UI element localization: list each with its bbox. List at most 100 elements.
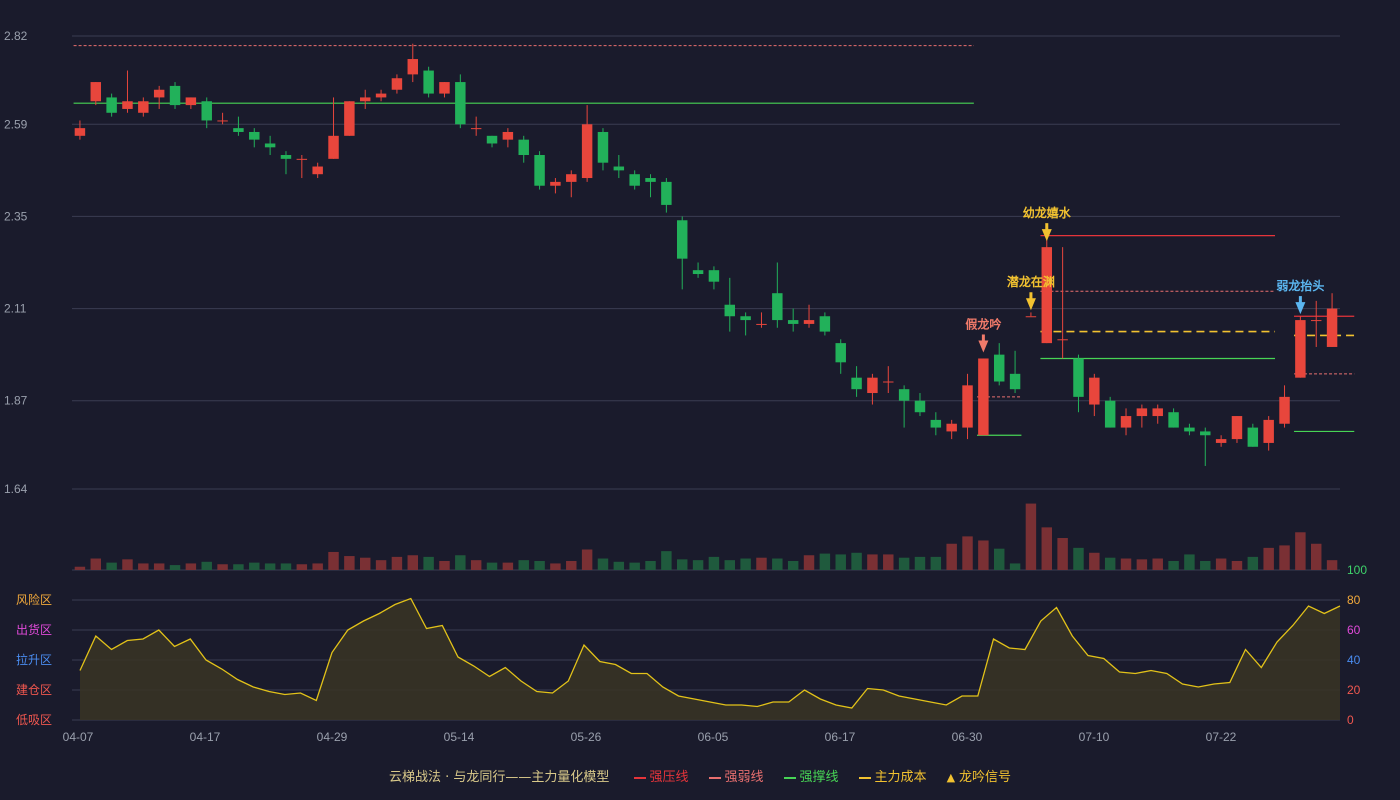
volume-bar	[1009, 563, 1021, 570]
candle-body	[249, 131, 260, 140]
volume-bar	[407, 555, 419, 570]
signal-label: 潜龙在渊	[1007, 274, 1055, 289]
legend-item[interactable]: 强弱线	[708, 766, 764, 785]
volume-bar	[90, 558, 102, 570]
candle-body	[835, 343, 846, 363]
candle-body	[819, 316, 831, 332]
price-tick-label: 2.82	[4, 29, 28, 43]
signal-arrow-stem	[1029, 292, 1033, 300]
candle-body	[898, 389, 910, 401]
candle-body	[122, 101, 133, 109]
candle-body	[883, 381, 894, 383]
volume-bar	[597, 558, 609, 570]
candle-body	[423, 70, 434, 94]
volume-bar	[233, 564, 244, 570]
candle-body	[1025, 316, 1037, 318]
candle-body	[946, 423, 957, 432]
candle-body	[550, 181, 561, 186]
zone-label: 建仓区	[16, 683, 52, 697]
date-tick-label: 06-05	[698, 730, 729, 744]
volume-bar	[312, 563, 323, 570]
volume-bar	[819, 553, 831, 570]
candle-body	[486, 135, 498, 144]
oscillator-tick-label: 0	[1347, 713, 1354, 727]
candle-body	[914, 400, 926, 413]
legend-item[interactable]: ▲ 龙吟信号	[947, 766, 1011, 785]
legend-item[interactable]: 强撑线	[783, 766, 839, 785]
legend-item[interactable]: 强压线	[633, 766, 689, 785]
volume-bar	[1326, 560, 1338, 570]
candle-body	[1247, 427, 1259, 447]
volume-bar	[708, 556, 720, 570]
legend-item-label: 强撑线	[799, 770, 839, 785]
signal-arrow-stem	[1298, 296, 1302, 304]
volume-bar	[185, 563, 197, 570]
candle-body	[740, 316, 751, 321]
volume-bar	[217, 564, 228, 570]
candle-body	[74, 128, 86, 136]
volume-bar	[1279, 545, 1290, 570]
volume-bar	[883, 554, 894, 570]
candle-body	[692, 270, 704, 275]
candle-body	[201, 101, 212, 121]
legend-item-label: 主力成本	[874, 770, 927, 785]
zone-label: 风险区	[16, 592, 52, 607]
volume-bar	[1025, 503, 1037, 570]
volume-bar	[1295, 532, 1306, 570]
candle-body	[312, 166, 323, 175]
date-tick-label: 05-14	[444, 730, 475, 744]
oscillator-tick-label: 80	[1347, 593, 1361, 607]
price-grid	[72, 35, 1340, 490]
volume-bar	[645, 560, 656, 570]
price-tick-label: 1.87	[4, 394, 28, 408]
candle-body	[470, 128, 482, 130]
candle-body	[756, 323, 767, 325]
legend-title[interactable]: 云梯战法 · 与龙同行——主力量化模型	[388, 770, 610, 785]
candle-body	[1073, 358, 1084, 397]
oscillator-series	[79, 597, 1341, 720]
candle-body	[280, 155, 292, 159]
candle-body	[1136, 408, 1148, 417]
date-tick-label: 07-22	[1206, 730, 1237, 744]
volume-bar	[550, 563, 561, 570]
date-tick-label: 06-17	[825, 730, 856, 744]
volume-bar	[566, 560, 577, 570]
volume-bar	[629, 562, 640, 570]
candle-body	[629, 174, 640, 186]
date-axis: 04-07 04-17 04-29 05-14 05-26 06-05 06-17 06-30…	[63, 730, 1237, 744]
candle-body	[1089, 377, 1100, 405]
volume-bar	[613, 561, 625, 570]
candle-body	[217, 120, 228, 122]
candle-body	[1310, 320, 1322, 322]
candle-body	[1295, 320, 1306, 378]
candle-body	[772, 293, 783, 321]
date-tick-label: 05-26	[571, 730, 602, 744]
legend-item-label: 强压线	[649, 770, 689, 785]
volume-axis-label: 100	[1347, 563, 1367, 577]
oscillator-tick-label: 60	[1347, 623, 1361, 637]
legend-item[interactable]: 主力成本	[858, 766, 927, 785]
candle-body	[185, 97, 197, 106]
candle-body	[1263, 419, 1274, 443]
volume-bar	[803, 555, 815, 570]
candlestick-series	[74, 43, 1338, 466]
candle-body	[1168, 412, 1179, 428]
candle-body	[661, 181, 672, 205]
legend-item-label: 龙吟信号	[959, 770, 1012, 785]
candle-body	[153, 89, 165, 98]
signal-arrow-stem	[981, 334, 985, 342]
legend-items: 强压线 强弱线 强撑线 主力成本 ▲ 龙吟信号	[624, 766, 1022, 785]
signal-arrow-icon	[1295, 302, 1306, 315]
candle-body	[138, 101, 149, 113]
volume-bar	[423, 556, 434, 570]
candle-body	[566, 174, 577, 182]
line-dashed-icon	[858, 776, 871, 779]
oscillator-tick-label: 40	[1347, 653, 1361, 667]
date-tick-label: 04-17	[190, 730, 221, 744]
zone-label: 出货区	[16, 622, 52, 637]
candle-body	[867, 377, 878, 394]
volume-bar	[914, 556, 926, 570]
signal-label: 弱龙抬头	[1276, 278, 1324, 293]
volume-bar	[787, 560, 799, 570]
candle-body	[1279, 396, 1290, 424]
